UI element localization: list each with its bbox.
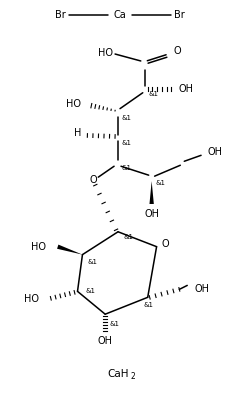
Text: HO: HO — [24, 294, 39, 304]
Text: &1: &1 — [124, 234, 134, 240]
Text: O: O — [162, 239, 169, 249]
Text: &1: &1 — [149, 91, 159, 97]
Text: OH: OH — [208, 147, 223, 157]
Polygon shape — [149, 181, 154, 204]
Text: &1: &1 — [87, 259, 97, 265]
Text: HO: HO — [98, 48, 113, 58]
Text: HO: HO — [67, 99, 81, 109]
Text: OH: OH — [98, 336, 113, 346]
Text: &1: &1 — [156, 180, 166, 186]
Text: H: H — [74, 128, 81, 138]
Text: 2: 2 — [131, 372, 136, 381]
Text: O: O — [174, 46, 181, 56]
Text: Ca: Ca — [114, 10, 126, 20]
Text: &1: &1 — [86, 288, 95, 294]
Text: &1: &1 — [122, 115, 132, 121]
Text: O: O — [89, 175, 97, 185]
Text: Br: Br — [55, 10, 66, 20]
Text: &1: &1 — [109, 321, 119, 327]
Text: OH: OH — [144, 209, 159, 219]
Text: OH: OH — [178, 84, 193, 94]
Text: &1: &1 — [122, 165, 132, 171]
Text: OH: OH — [194, 284, 209, 294]
Text: &1: &1 — [144, 302, 154, 308]
Text: Br: Br — [174, 10, 185, 20]
Polygon shape — [57, 245, 82, 255]
Text: HO: HO — [31, 242, 46, 252]
Text: CaH: CaH — [107, 369, 129, 379]
Text: &1: &1 — [122, 140, 132, 146]
